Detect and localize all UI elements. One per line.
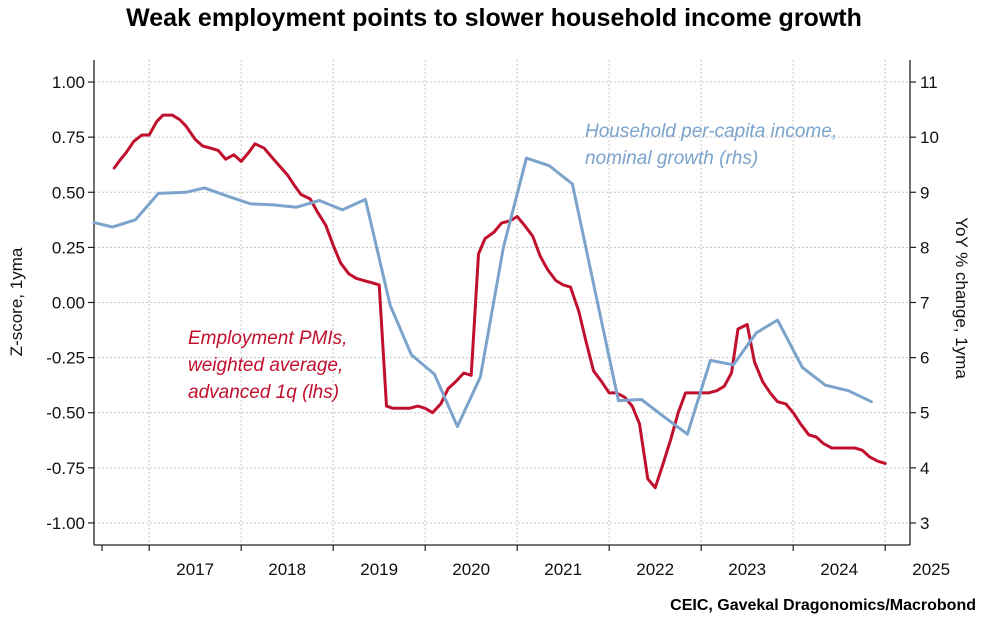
grid — [94, 60, 910, 545]
left-tick-label: 0.00 — [52, 294, 85, 313]
right-tick-label: 3 — [920, 514, 929, 533]
left-tick-label: 1.00 — [52, 73, 85, 92]
series-line-household-income — [92, 156, 873, 436]
right-tick-label: 11 — [920, 73, 938, 92]
x-tick-label: 2018 — [268, 560, 306, 579]
series-line-employment-pmis — [112, 113, 887, 490]
right-tick-label: 7 — [920, 294, 929, 313]
left-tick-label: 0.25 — [52, 238, 85, 257]
right-tick-label: 4 — [920, 459, 929, 478]
source-note: CEIC, Gavekal Dragonomics/Macrobond — [670, 597, 976, 614]
y-axis-label: Z-score, 1yma — [7, 247, 26, 356]
right-tick-label: 10 — [920, 128, 939, 147]
x-tick-label: 2021 — [544, 560, 582, 579]
x-tick-label: 2022 — [636, 560, 674, 579]
series — [92, 113, 887, 490]
blue-series-label-line-2: nominal growth (rhs) — [585, 148, 758, 169]
chart-title: Weak employment points to slower househo… — [126, 4, 862, 32]
red-series-label-line-1: Employment PMIs, — [188, 328, 347, 349]
x-tick-labels: 2017 2018 2019 2020 2021 2022 2023 2024 2025 — [101, 545, 950, 579]
left-tick-label: 0.50 — [52, 183, 85, 202]
x-tick-label: 2024 — [820, 560, 858, 579]
left-tick-label: -1.00 — [46, 514, 85, 533]
blue-series-label-line-1: Household per-capita income, — [585, 121, 837, 142]
red-series-label-line-3: advanced 1q (lhs) — [188, 382, 339, 403]
x-tick-label: 2019 — [360, 560, 398, 579]
right-tick-label: 8 — [920, 238, 929, 257]
left-tick-label: -0.75 — [46, 459, 85, 478]
blue-series-label: Household per-capita income, nominal gro… — [585, 121, 842, 169]
right-tick-labels: 11 10 9 8 7 6 5 4 3 — [910, 73, 939, 533]
right-tick-label: 6 — [920, 349, 929, 368]
left-tick-label: -0.25 — [46, 349, 85, 368]
x-tick-label: 2023 — [728, 560, 766, 579]
x-tick-label: 2017 — [176, 560, 214, 579]
x-tick-label: 2025 — [912, 560, 950, 579]
red-series-label: Employment PMIs, weighted average, advan… — [188, 328, 353, 403]
left-tick-label: 0.75 — [52, 128, 85, 147]
right-tick-label: 5 — [920, 404, 929, 423]
left-tick-label: -0.50 — [46, 404, 85, 423]
left-tick-labels: 1.00 0.75 0.50 0.25 0.00 -0.25 -0.50 -0.75 -1.00 — [46, 73, 94, 533]
x-tick-label: 2020 — [452, 560, 490, 579]
y2-axis-label: YoY % change, 1yma — [952, 217, 971, 379]
red-series-label-line-2: weighted average, — [188, 355, 343, 376]
right-tick-label: 9 — [920, 183, 929, 202]
